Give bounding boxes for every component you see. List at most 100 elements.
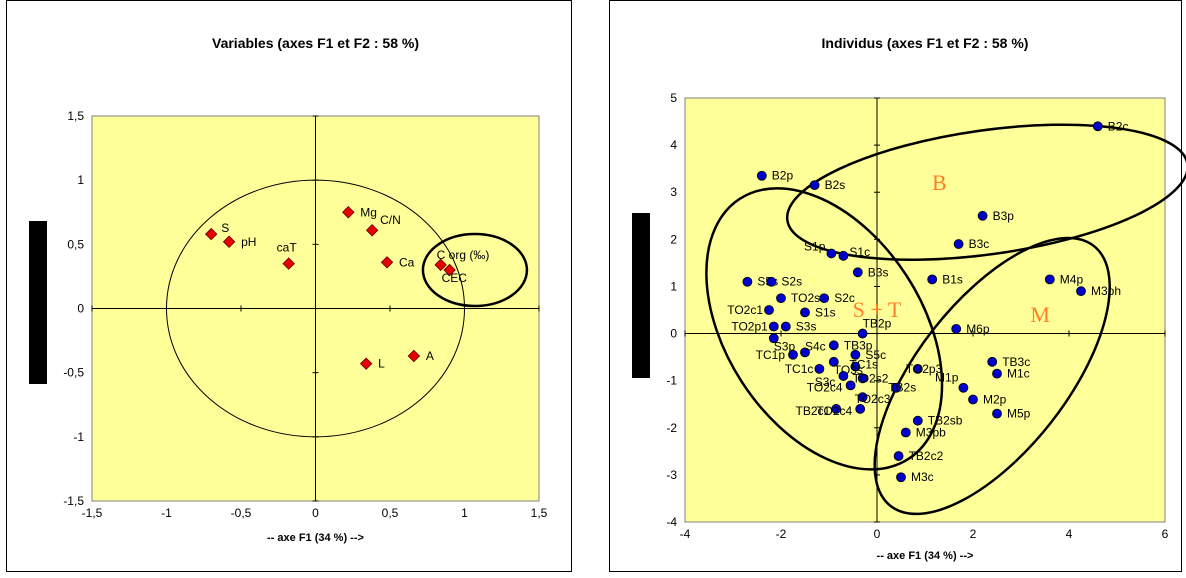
y-tick-label: 4 [670,138,677,152]
variable-point [434,258,447,272]
variable-label: CEC [442,271,468,285]
x-axis-label: -- axe F1 (34 %) --> [267,532,364,544]
group-ellipse-m [873,236,1111,516]
variable-label: Mg [360,205,377,219]
group-ellipse-b [785,123,1186,261]
individu-point [987,356,998,367]
individu-point [768,333,779,344]
variables-chart-panel: Variables (axes F1 et F2 : 58 %) -1,5 -1 -0… [6,0,572,572]
individu-point [764,305,774,315]
individu-point [788,349,798,360]
individu-point [809,180,820,191]
individu-label: M4p [1060,272,1084,286]
individu-label: S1c [849,245,870,259]
variable-point [222,235,236,248]
individu-point [900,427,911,438]
variable-label: S [221,221,229,235]
x-tick-label: 1 [461,506,468,520]
individu-label: TO2p1 [731,319,768,333]
y-tick-label: 1 [670,279,677,293]
individu-label: TB3c [1002,355,1030,369]
variable-point [365,223,379,237]
individu-label: TO2c4 [807,380,843,394]
individu-point [768,321,779,332]
individu-point [826,248,837,259]
variable-label: L [378,357,385,371]
individu-label: B2c [1108,119,1129,133]
individu-label: B3p [993,209,1015,223]
individu-label: S2s [781,275,802,289]
variable-label: Ca [399,255,415,269]
y-tick-label: -2 [666,421,677,435]
individu-label: TB2c2 [909,449,944,463]
individus-chart: Individus (axes F1 et F2 : 58 %) -4 -2 0 2 4 6… [632,35,1186,562]
individu-point [756,170,767,181]
variable-label: A [426,349,434,363]
individu-label: TO2c1 [727,303,763,317]
individu-point [951,323,962,334]
individu-label: TB2c1 [796,404,831,418]
individu-label: M1p [935,371,959,385]
variable-point [407,349,421,363]
individu-point [1092,121,1103,132]
variable-point [282,257,295,270]
x-tick-label: -4 [680,527,691,541]
individu-point [927,274,938,285]
individu-label: M2p [983,393,1007,407]
individu-label: TO2s1 [791,291,827,305]
individu-point [852,267,863,278]
x-tick-label: -1,5 [82,506,103,520]
variable-point [204,227,218,241]
individu-point [958,382,969,393]
y-tick-label: -1 [666,374,677,388]
individu-point [1076,286,1086,297]
variable-label: pH [241,235,256,249]
group-label: M [1030,302,1050,327]
x-tick-label: 6 [1162,527,1169,541]
x-axis-label: -- axe F1 (34 %) --> [877,550,974,562]
individu-point [742,276,753,287]
group-label: S + T [853,297,902,322]
individu-label: TC1p [756,348,786,362]
individu-point [780,321,791,332]
individu-point [850,349,861,360]
chart-title: Variables (axes F1 et F2 : 58 %) [212,35,419,51]
chart-title: Individus (axes F1 et F2 : 58 %) [822,35,1029,51]
individu-label: TC1s [849,358,878,372]
individu-label: S2c [834,291,855,305]
individu-point [855,404,866,414]
individu-label: TO2s2 [853,371,889,385]
individu-label: B2p [772,169,794,183]
individu-point [819,293,830,304]
group-ellipse-st [705,187,944,471]
y-tick-label: -4 [666,515,677,529]
y-label-bar [632,213,650,378]
individu-point [800,347,810,358]
x-tick-label: -1 [161,506,172,520]
individu-point [977,210,988,221]
individu-point [953,239,964,249]
individu-label: M6p [966,322,990,336]
variable-point [342,206,355,219]
individu-point [968,394,978,405]
individu-label: TB2sb [928,414,963,428]
y-label-bar [29,221,47,384]
x-tick-label: -0,5 [231,506,252,520]
individu-point [896,472,906,483]
variable-label: caT [277,241,298,255]
x-tick-label: -2 [776,527,787,541]
x-tick-label: 2 [970,527,977,541]
individu-label: TO2c4 [816,404,852,418]
individu-label: M5p [1007,407,1031,421]
individu-point [828,356,839,367]
individu-point [800,307,810,318]
x-tick-label: 1,5 [531,506,548,520]
y-tick-label: 2 [670,232,677,246]
individu-point [850,361,861,372]
individu-point [893,451,904,461]
individu-label: S3p [774,339,796,353]
individu-label: S3s [796,319,817,333]
y-tick-label: 0,5 [67,237,84,251]
individu-label: M3ph [1091,284,1121,298]
individu-point [857,328,868,339]
